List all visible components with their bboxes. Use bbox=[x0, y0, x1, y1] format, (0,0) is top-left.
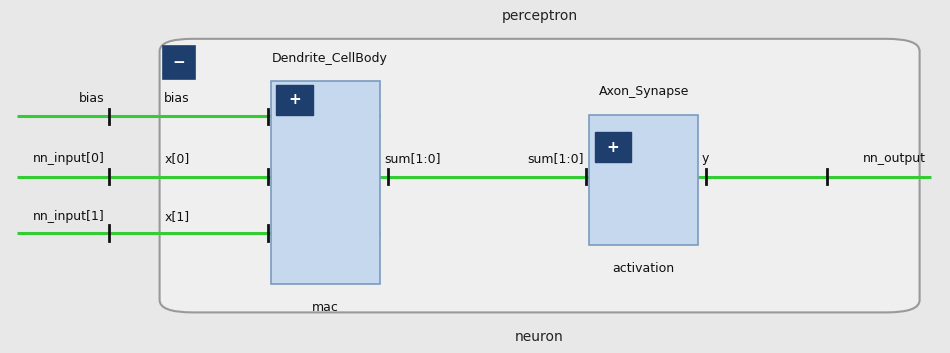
Text: neuron: neuron bbox=[515, 330, 564, 344]
Text: −: − bbox=[173, 55, 185, 70]
Text: bias: bias bbox=[164, 92, 190, 105]
Text: nn_input[1]: nn_input[1] bbox=[32, 210, 104, 222]
FancyBboxPatch shape bbox=[595, 132, 631, 162]
Text: +: + bbox=[288, 92, 301, 107]
Text: activation: activation bbox=[613, 262, 674, 275]
Text: Axon_Synapse: Axon_Synapse bbox=[598, 85, 689, 98]
Text: nn_output: nn_output bbox=[864, 152, 926, 165]
Text: nn_input[0]: nn_input[0] bbox=[32, 152, 104, 165]
FancyBboxPatch shape bbox=[163, 46, 195, 79]
Text: sum[1:0]: sum[1:0] bbox=[384, 152, 440, 165]
Text: +: + bbox=[606, 140, 619, 155]
Text: bias: bias bbox=[79, 92, 104, 105]
Text: mac: mac bbox=[312, 301, 339, 313]
Text: Dendrite_CellBody: Dendrite_CellBody bbox=[273, 52, 388, 65]
Text: y: y bbox=[702, 152, 710, 165]
Text: x[1]: x[1] bbox=[164, 210, 189, 222]
FancyBboxPatch shape bbox=[160, 39, 920, 312]
FancyBboxPatch shape bbox=[589, 115, 698, 245]
FancyBboxPatch shape bbox=[271, 81, 380, 284]
FancyBboxPatch shape bbox=[276, 85, 313, 115]
Text: perceptron: perceptron bbox=[502, 9, 578, 23]
Text: sum[1:0]: sum[1:0] bbox=[527, 152, 583, 165]
Text: x[0]: x[0] bbox=[164, 152, 190, 165]
